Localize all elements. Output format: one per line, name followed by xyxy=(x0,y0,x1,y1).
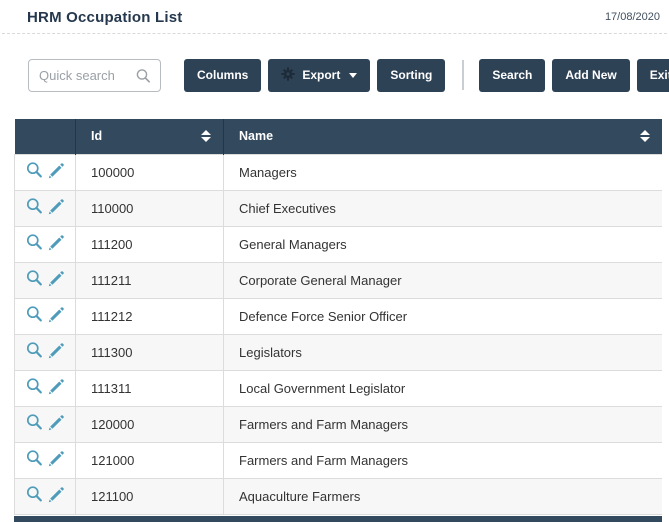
row-actions-cell xyxy=(14,262,76,299)
exit-button-label: Exit xyxy=(649,68,669,82)
header-divider xyxy=(2,33,667,34)
export-button-label: Export xyxy=(302,68,341,82)
table-row: 121000 Farmers and Farm Managers xyxy=(14,442,662,479)
search-button[interactable]: Search xyxy=(479,58,546,92)
quick-search-input[interactable] xyxy=(29,67,160,83)
column-header-name-label: Name xyxy=(239,129,274,144)
row-name-cell: Corporate General Manager xyxy=(223,262,662,299)
page-header: HRM Occupation List 17/08/2020 xyxy=(0,0,669,33)
row-id-cell: 111212 xyxy=(75,298,224,335)
edit-pencil-icon[interactable] xyxy=(48,270,65,290)
edit-pencil-icon[interactable] xyxy=(48,234,65,254)
table-row: 111300 Legislators xyxy=(14,334,662,371)
row-id-cell: 111211 xyxy=(75,262,224,299)
view-magnifier-icon[interactable] xyxy=(25,269,44,291)
view-magnifier-icon[interactable] xyxy=(25,233,44,255)
toolbar: Columns xyxy=(28,58,669,92)
columns-button-label: Columns xyxy=(197,68,249,82)
row-actions-cell xyxy=(14,153,76,191)
edit-pencil-icon[interactable] xyxy=(48,342,65,362)
column-header-name[interactable]: Name xyxy=(223,119,662,154)
row-name-cell: Defence Force Senior Officer xyxy=(223,298,662,335)
row-id-cell: 120000 xyxy=(75,406,224,443)
row-actions-cell xyxy=(14,370,76,407)
view-magnifier-icon[interactable] xyxy=(25,341,44,363)
view-magnifier-icon[interactable] xyxy=(25,449,44,471)
row-id-cell: 111200 xyxy=(75,226,224,263)
view-magnifier-icon[interactable] xyxy=(25,377,44,399)
table-row: 121100 Aquaculture Farmers xyxy=(14,478,662,515)
add-new-button-label: Add New xyxy=(565,68,617,82)
row-actions-cell xyxy=(14,298,76,335)
column-header-actions xyxy=(14,119,76,154)
row-name-cell: Managers xyxy=(223,153,662,191)
gear-icon xyxy=(281,66,295,84)
row-name-cell: Aquaculture Farmers xyxy=(223,478,662,515)
table-row: 111211 Corporate General Manager xyxy=(14,262,662,299)
sort-arrows-icon[interactable] xyxy=(201,130,211,143)
view-magnifier-icon[interactable] xyxy=(25,161,44,183)
page-date: 17/08/2020 xyxy=(604,11,660,23)
exit-button[interactable]: Exit xyxy=(636,58,669,92)
sort-arrows-icon[interactable] xyxy=(640,130,650,143)
columns-button[interactable]: Columns xyxy=(184,58,262,92)
row-name-cell: General Managers xyxy=(223,226,662,263)
row-actions-cell xyxy=(14,226,76,263)
row-actions-cell xyxy=(14,334,76,371)
page-title: HRM Occupation List xyxy=(27,8,183,26)
row-name-cell: Farmers and Farm Managers xyxy=(223,406,662,443)
sorting-button[interactable]: Sorting xyxy=(377,58,446,92)
grid-footer-bar xyxy=(14,515,662,522)
row-name-cell: Farmers and Farm Managers xyxy=(223,442,662,479)
sorting-button-label: Sorting xyxy=(390,68,433,82)
view-magnifier-icon[interactable] xyxy=(25,197,44,219)
table-row: 100000 Managers xyxy=(14,153,662,191)
occupation-table: Id Name xyxy=(14,119,662,515)
row-actions-cell xyxy=(14,442,76,479)
column-header-id[interactable]: Id xyxy=(75,119,224,154)
occupation-table-header: Id Name xyxy=(14,119,662,154)
add-new-button[interactable]: Add New xyxy=(552,58,630,92)
edit-pencil-icon[interactable] xyxy=(48,450,65,470)
row-name-cell: Local Government Legislator xyxy=(223,370,662,407)
chevron-down-icon xyxy=(349,72,358,78)
table-row: 111311 Local Government Legislator xyxy=(14,370,662,407)
search-button-label: Search xyxy=(492,68,533,82)
table-row: 111212 Defence Force Senior Officer xyxy=(14,298,662,335)
magnifier-icon xyxy=(135,68,152,90)
toolbar-divider xyxy=(462,60,465,90)
view-magnifier-icon[interactable] xyxy=(25,413,44,435)
quick-search-box xyxy=(28,58,161,92)
edit-pencil-icon[interactable] xyxy=(48,414,65,434)
table-row: 110000 Chief Executives xyxy=(14,190,662,227)
row-id-cell: 111311 xyxy=(75,370,224,407)
row-id-cell: 110000 xyxy=(75,190,224,227)
row-id-cell: 121100 xyxy=(75,478,224,515)
row-name-cell: Legislators xyxy=(223,334,662,371)
row-id-cell: 100000 xyxy=(75,153,224,191)
row-actions-cell xyxy=(14,190,76,227)
edit-pencil-icon[interactable] xyxy=(48,198,65,218)
edit-pencil-icon[interactable] xyxy=(48,306,65,326)
edit-pencil-icon[interactable] xyxy=(48,162,65,182)
row-actions-cell xyxy=(14,478,76,515)
view-magnifier-icon[interactable] xyxy=(25,485,44,507)
row-name-cell: Chief Executives xyxy=(223,190,662,227)
column-header-id-label: Id xyxy=(91,129,103,144)
export-button[interactable]: Export xyxy=(268,58,371,92)
table-row: 111200 General Managers xyxy=(14,226,662,263)
table-row: 120000 Farmers and Farm Managers xyxy=(14,406,662,443)
edit-pencil-icon[interactable] xyxy=(48,378,65,398)
row-id-cell: 121000 xyxy=(75,442,224,479)
edit-pencil-icon[interactable] xyxy=(48,486,65,506)
row-actions-cell xyxy=(14,406,76,443)
view-magnifier-icon[interactable] xyxy=(25,305,44,327)
row-id-cell: 111300 xyxy=(75,334,224,371)
